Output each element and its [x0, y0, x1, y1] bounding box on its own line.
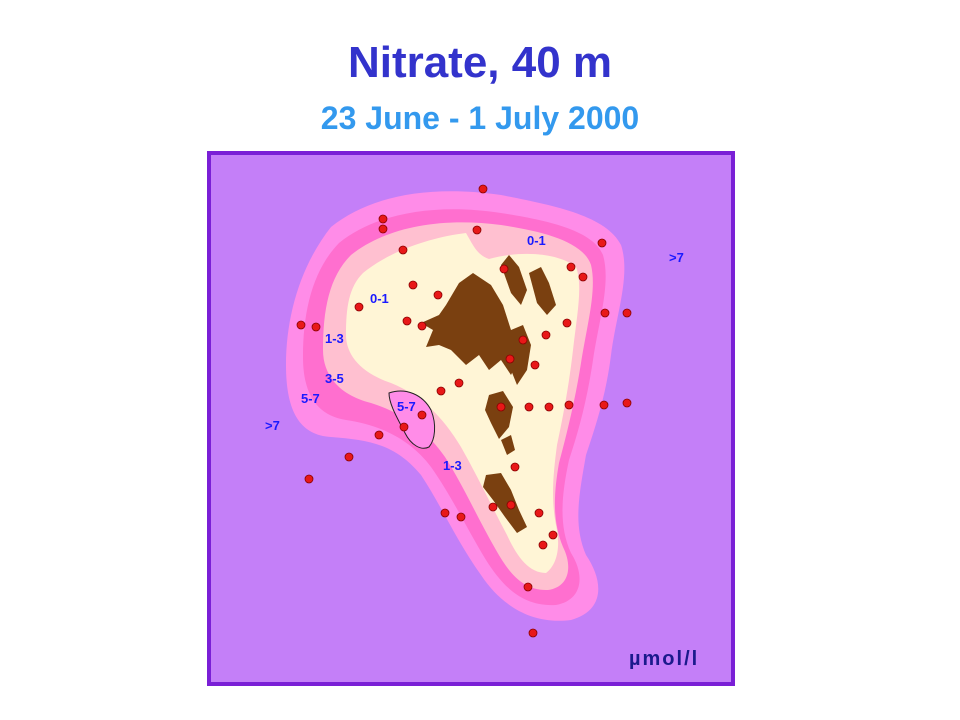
station-marker	[488, 502, 498, 512]
land-island-1	[421, 273, 521, 375]
station-marker	[311, 322, 321, 332]
station-marker	[548, 530, 558, 540]
station-marker	[530, 360, 540, 370]
station-marker	[454, 378, 464, 388]
contour-label: 0-1	[527, 233, 546, 248]
station-marker	[544, 402, 554, 412]
unit-label: µmol/l	[629, 648, 699, 670]
station-marker	[296, 320, 306, 330]
station-marker	[578, 272, 588, 282]
station-marker	[417, 321, 427, 331]
station-marker	[354, 302, 364, 312]
station-marker	[433, 290, 443, 300]
station-marker	[378, 224, 388, 234]
land-islands	[421, 255, 556, 533]
nitrate-contour-map: >7 0-1 0-1 1-3 3-5 5-7 5-7 >7 1-3 µmol/l	[265, 184, 699, 670]
station-marker	[528, 628, 538, 638]
station-marker	[518, 335, 528, 345]
contour-label: 3-5	[325, 371, 344, 386]
map-subtitle: 23 June - 1 July 2000	[320, 100, 640, 136]
station-marker	[440, 508, 450, 518]
land-island-6	[501, 435, 515, 455]
station-marker	[378, 214, 388, 224]
station-marker	[344, 452, 354, 462]
station-marker	[564, 400, 574, 410]
station-marker	[496, 402, 506, 412]
station-marker	[374, 430, 384, 440]
station-marker	[478, 184, 488, 194]
land-island-7	[483, 473, 527, 533]
contour-label: 5-7	[397, 399, 416, 414]
station-marker	[600, 308, 610, 318]
station-marker	[408, 280, 418, 290]
station-marker	[541, 330, 551, 340]
station-marker	[534, 508, 544, 518]
zone-5-7-pocket	[388, 390, 436, 449]
station-marker	[622, 398, 632, 408]
station-marker	[304, 474, 314, 484]
contour-label: 1-3	[325, 331, 344, 346]
station-marker	[538, 540, 548, 550]
station-marker	[472, 225, 482, 235]
station-marker	[399, 422, 409, 432]
station-marker	[499, 264, 509, 274]
station-marker	[599, 400, 609, 410]
station-marker	[436, 386, 446, 396]
station-marker	[523, 582, 533, 592]
map-title: Nitrate, 40 m	[347, 38, 613, 87]
station-marker	[456, 512, 466, 522]
station-marker	[506, 500, 516, 510]
contour-label: >7	[669, 250, 684, 265]
land-island-5	[485, 391, 513, 439]
station-marker	[622, 308, 632, 318]
station-marker	[597, 238, 607, 248]
station-marker	[417, 410, 427, 420]
station-marker	[566, 262, 576, 272]
land-island-3	[529, 267, 556, 315]
station-marker	[398, 245, 408, 255]
station-marker	[524, 402, 534, 412]
station-marker	[562, 318, 572, 328]
station-marker	[505, 354, 515, 364]
station-marker	[402, 316, 412, 326]
station-marker	[510, 462, 520, 472]
contour-label: 1-3	[443, 458, 462, 473]
contour-label: >7	[265, 418, 280, 433]
contour-labels: >7 0-1 0-1 1-3 3-5 5-7 5-7 >7 1-3	[265, 233, 684, 473]
contour-label: 5-7	[301, 391, 320, 406]
map-frame: >7 0-1 0-1 1-3 3-5 5-7 5-7 >7 1-3 µmol/l	[207, 151, 735, 686]
sampling-stations	[296, 184, 632, 638]
contour-label: 0-1	[370, 291, 389, 306]
